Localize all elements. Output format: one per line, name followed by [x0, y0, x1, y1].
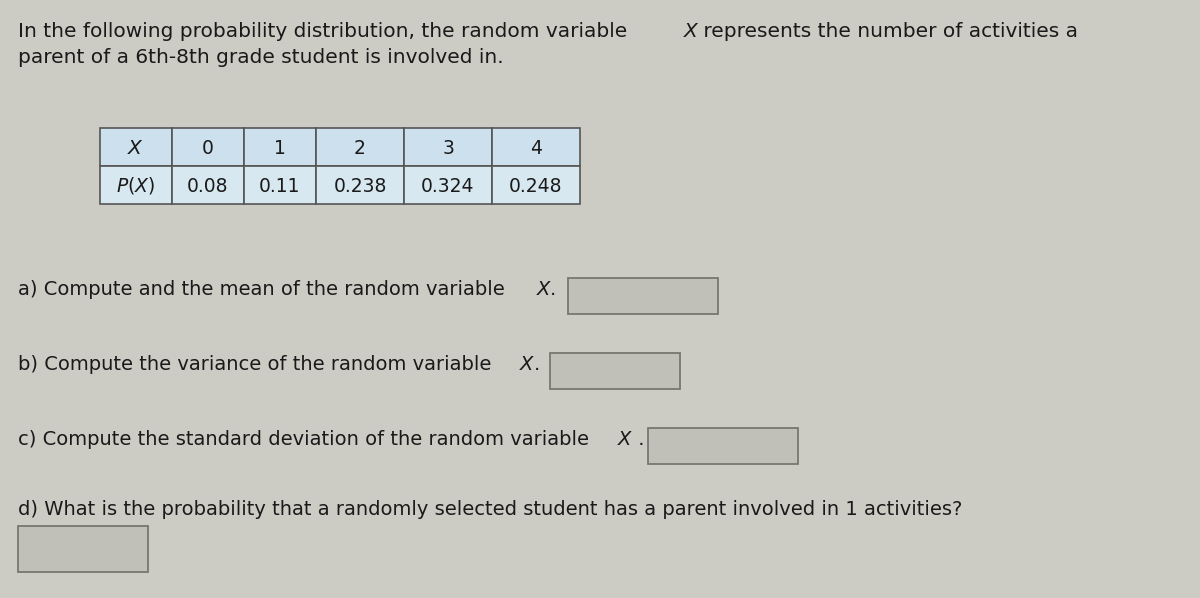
Bar — [172, 166, 244, 204]
Text: $\mathit{X}$: $\mathit{X}$ — [536, 280, 552, 299]
Text: d) What is the probability that a randomly selected student has a parent involve: d) What is the probability that a random… — [18, 500, 962, 519]
Text: 0.248: 0.248 — [509, 176, 563, 196]
Text: .: . — [534, 355, 540, 374]
Bar — [568, 278, 718, 314]
Text: .: . — [632, 430, 644, 449]
Text: .: . — [550, 280, 557, 299]
Bar — [404, 128, 492, 166]
Text: $\mathit{X}$: $\mathit{X}$ — [683, 22, 700, 41]
Text: 0.238: 0.238 — [334, 176, 386, 196]
Text: b) Compute the variance of the random variable: b) Compute the variance of the random va… — [18, 355, 498, 374]
Text: $P(X)$: $P(X)$ — [116, 175, 156, 197]
Text: $\mathit{X}$: $\mathit{X}$ — [617, 430, 634, 449]
Text: 0: 0 — [202, 139, 214, 157]
Bar — [492, 166, 580, 204]
Text: In the following probability distribution, the random variable: In the following probability distributio… — [18, 22, 634, 41]
Text: 2: 2 — [354, 139, 366, 157]
Bar — [172, 128, 244, 166]
Text: 0.11: 0.11 — [259, 176, 301, 196]
Bar — [244, 128, 316, 166]
Bar — [100, 166, 172, 204]
Bar — [550, 353, 680, 389]
Text: represents the number of activities a: represents the number of activities a — [697, 22, 1078, 41]
Bar — [492, 128, 580, 166]
Bar — [100, 128, 172, 166]
Text: parent of a 6th-8th grade student is involved in.: parent of a 6th-8th grade student is inv… — [18, 48, 504, 67]
Bar — [244, 166, 316, 204]
Text: $\mathit{X}$: $\mathit{X}$ — [520, 355, 535, 374]
Text: a) Compute and the mean of the random variable: a) Compute and the mean of the random va… — [18, 280, 511, 299]
Bar — [316, 166, 404, 204]
Bar — [648, 428, 798, 464]
Text: c) Compute the standard deviation of the random variable: c) Compute the standard deviation of the… — [18, 430, 595, 449]
Text: 3: 3 — [442, 139, 454, 157]
Text: $\mathit{X}$: $\mathit{X}$ — [127, 139, 144, 157]
Text: 1: 1 — [274, 139, 286, 157]
Bar — [18, 526, 148, 572]
Bar — [404, 166, 492, 204]
Text: 0.324: 0.324 — [421, 176, 475, 196]
Text: 0.08: 0.08 — [187, 176, 229, 196]
Text: 4: 4 — [530, 139, 542, 157]
Bar — [316, 128, 404, 166]
